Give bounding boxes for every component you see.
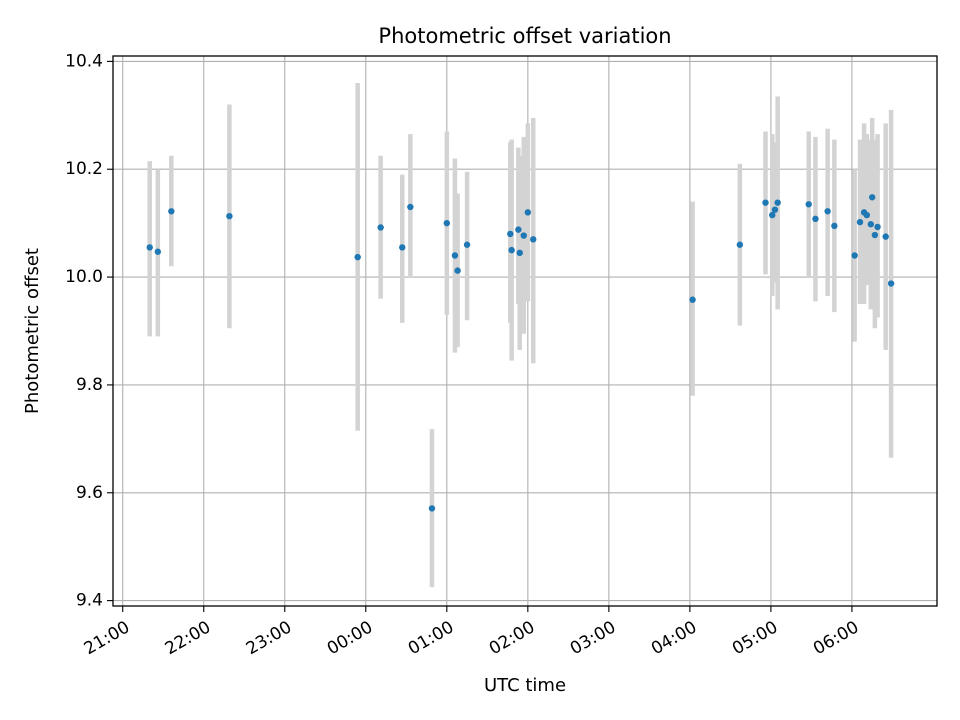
y-tick-label: 10.2: [65, 159, 103, 179]
plot-frame: [112, 55, 938, 607]
data-point: [874, 223, 881, 231]
data-point: [520, 232, 527, 239]
data-point: [516, 249, 523, 257]
data-point: [154, 248, 162, 255]
data-point: [530, 236, 537, 243]
data-point: [871, 231, 879, 239]
data-point: [867, 221, 875, 228]
data-point: [428, 505, 436, 512]
data-point: [771, 206, 779, 213]
data-points: [146, 194, 895, 512]
data-point: [887, 280, 895, 287]
data-point: [689, 296, 696, 303]
data-point: [451, 252, 459, 259]
data-point: [354, 253, 361, 261]
data-point: [824, 208, 831, 215]
data-point: [146, 244, 153, 251]
data-point: [762, 199, 769, 206]
data-point: [736, 241, 744, 248]
data-point: [168, 208, 175, 215]
chart-title: Photometric offset variation: [378, 24, 671, 48]
data-point: [524, 209, 532, 216]
y-tick-label: 10.0: [65, 267, 103, 287]
data-point: [856, 218, 864, 226]
data-point: [454, 267, 461, 274]
data-point: [377, 224, 384, 231]
x-axis-title: UTC time: [484, 675, 566, 696]
data-point: [226, 212, 233, 220]
y-tick-label: 9.4: [76, 591, 103, 611]
data-point: [812, 215, 819, 223]
y-axis-ticks: 9.4 9.6 9.8 10.0 10.2 10.4: [65, 51, 113, 611]
y-tick-label: 9.6: [76, 483, 103, 503]
data-point: [805, 201, 812, 208]
data-point: [443, 219, 451, 227]
data-point: [851, 252, 858, 259]
data-point: [769, 211, 776, 219]
data-point: [399, 244, 406, 251]
data-point: [774, 199, 781, 206]
data-point: [463, 241, 471, 248]
data-point: [507, 230, 514, 238]
y-tick-label: 10.4: [65, 51, 103, 71]
data-point: [882, 233, 889, 240]
data-point: [508, 246, 515, 254]
y-axis-title: Photometric offset: [22, 248, 43, 414]
y-tick-label: 9.8: [76, 375, 103, 395]
data-point: [868, 194, 876, 201]
data-point: [831, 222, 838, 230]
data-point: [515, 226, 522, 233]
data-point: [863, 211, 870, 219]
data-point: [407, 203, 414, 211]
